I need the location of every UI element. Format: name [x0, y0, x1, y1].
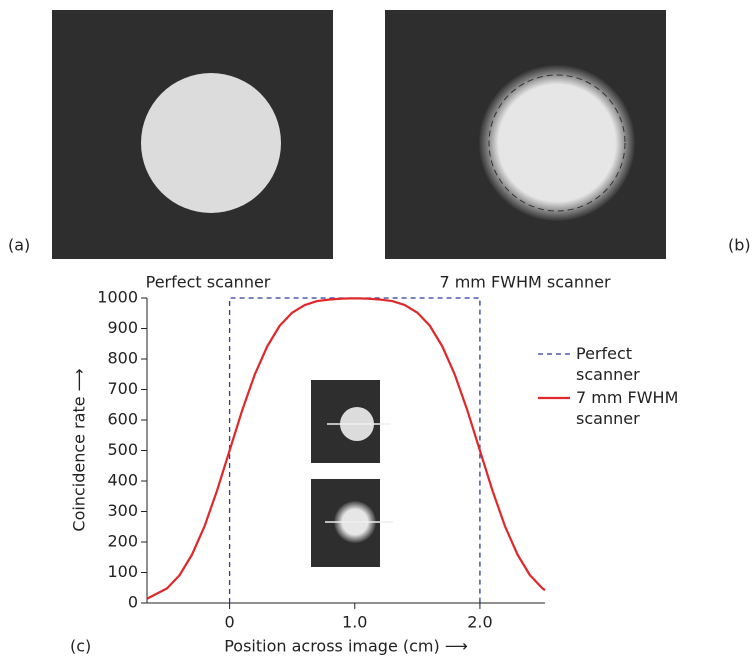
- y-tick-label: 200: [107, 532, 138, 551]
- y-tick-label: 900: [107, 318, 138, 337]
- y-tick-label: 500: [107, 440, 138, 459]
- legend-swatch: [536, 387, 572, 407]
- y-tick-label: 0: [128, 593, 138, 612]
- y-tick-label: 700: [107, 379, 138, 398]
- y-tick-label: 300: [107, 501, 138, 520]
- y-tick-label: 1000: [97, 288, 138, 307]
- x-tick-label: 0: [225, 613, 235, 632]
- legend-item: 7 mm FWHM scanner: [536, 387, 696, 429]
- legend-swatch: [536, 343, 572, 363]
- legend-label: 7 mm FWHM scanner: [576, 387, 696, 429]
- y-axis-label: Coincidence rate ⟶: [70, 368, 89, 531]
- legend-label: Perfect scanner: [576, 343, 696, 385]
- panel-label: (c): [70, 637, 91, 656]
- chart: (a) (b) Perfect scanner 7 mm FWHM scanne…: [0, 0, 756, 661]
- x-axis-label: Position across image (cm) ⟶: [224, 637, 468, 656]
- y-tick-label: 400: [107, 471, 138, 490]
- y-tick-label: 800: [107, 349, 138, 368]
- x-tick-label: 1.0: [342, 613, 367, 632]
- disk: [141, 73, 281, 213]
- panel-label: (a): [8, 236, 30, 255]
- y-tick-label: 100: [107, 562, 138, 581]
- panel-label: (b): [728, 236, 751, 255]
- x-tick-label: 2.0: [467, 613, 492, 632]
- figure: (a) (b) Perfect scanner 7 mm FWHM scanne…: [0, 0, 756, 661]
- caption: 7 mm FWHM scanner: [439, 273, 611, 292]
- caption: Perfect scanner: [146, 273, 271, 292]
- y-tick-label: 600: [107, 410, 138, 429]
- legend-item: Perfect scanner: [536, 343, 696, 385]
- blurred-disk: [479, 65, 635, 221]
